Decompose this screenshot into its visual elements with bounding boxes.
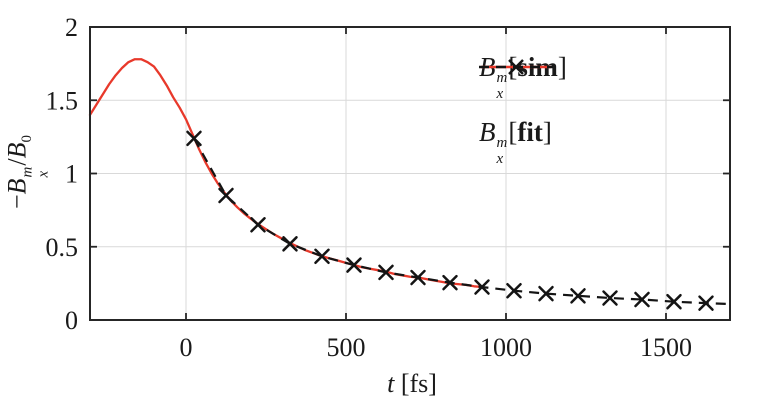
fit-marker [666,293,682,310]
legend-fit-base: B [479,117,496,148]
y-tick-label: 2 [65,13,78,42]
y-axis-label: −B m x/B0 [3,135,52,209]
fit-marker [186,130,202,147]
fit-marker [250,217,266,233]
fit-x-marker-sample [508,59,524,75]
fit-marker [506,282,522,299]
fit-marker [538,285,554,302]
fit-marker [634,291,650,308]
y-label-slash: / [2,158,32,166]
y-label-sup: m [19,166,36,178]
legend: Bmx[sim] Bmx[fit] [479,54,567,167]
y-tick-label: 0 [65,306,78,335]
legend-sim-sup: m [496,70,508,87]
fit-marker [346,257,362,273]
legend-fit-sub: x [496,150,504,167]
fit-marker [602,290,618,306]
fit-marker [218,187,234,204]
fit-marker [698,295,714,311]
fit-marker [314,248,330,265]
x-label-var: t [387,369,395,398]
legend-fit-line-sample [479,59,553,75]
legend-fit-close-bracket: ] [542,117,552,148]
x-tick-label: 0 [180,333,193,362]
legend-sim-close-bracket: ] [557,52,567,83]
fit-marker [282,236,298,252]
y-tick-label: 1.5 [46,86,79,115]
legend-sim-sub: x [496,85,504,102]
fit-marker [442,274,458,291]
y-label-B0-sub: 0 [18,134,35,143]
x-tick-label: 1000 [480,333,532,362]
legend-fit-open-bracket: [ [508,117,518,148]
y-label-sub: x [35,170,52,178]
x-label-unit: [fs] [400,369,437,398]
y-label-minus: − [2,194,32,210]
fit-marker [474,279,490,295]
legend-fit-sup: m [496,135,508,152]
y-label-B: B [2,178,32,195]
y-label-B0: B [2,142,32,159]
y-tick-label: 1 [65,160,78,189]
legend-fit-tag: fit [517,117,543,148]
fit-curve [193,137,727,305]
fit-marker [378,264,394,281]
x-tick-label: 500 [327,333,366,362]
fit-marker [570,288,586,304]
y-tick-label: 0.5 [46,233,79,262]
x-axis-label: t [fs] [387,369,437,399]
fit-marker [410,269,426,286]
x-tick-label: 1500 [640,333,692,362]
sim-curve [88,58,484,289]
